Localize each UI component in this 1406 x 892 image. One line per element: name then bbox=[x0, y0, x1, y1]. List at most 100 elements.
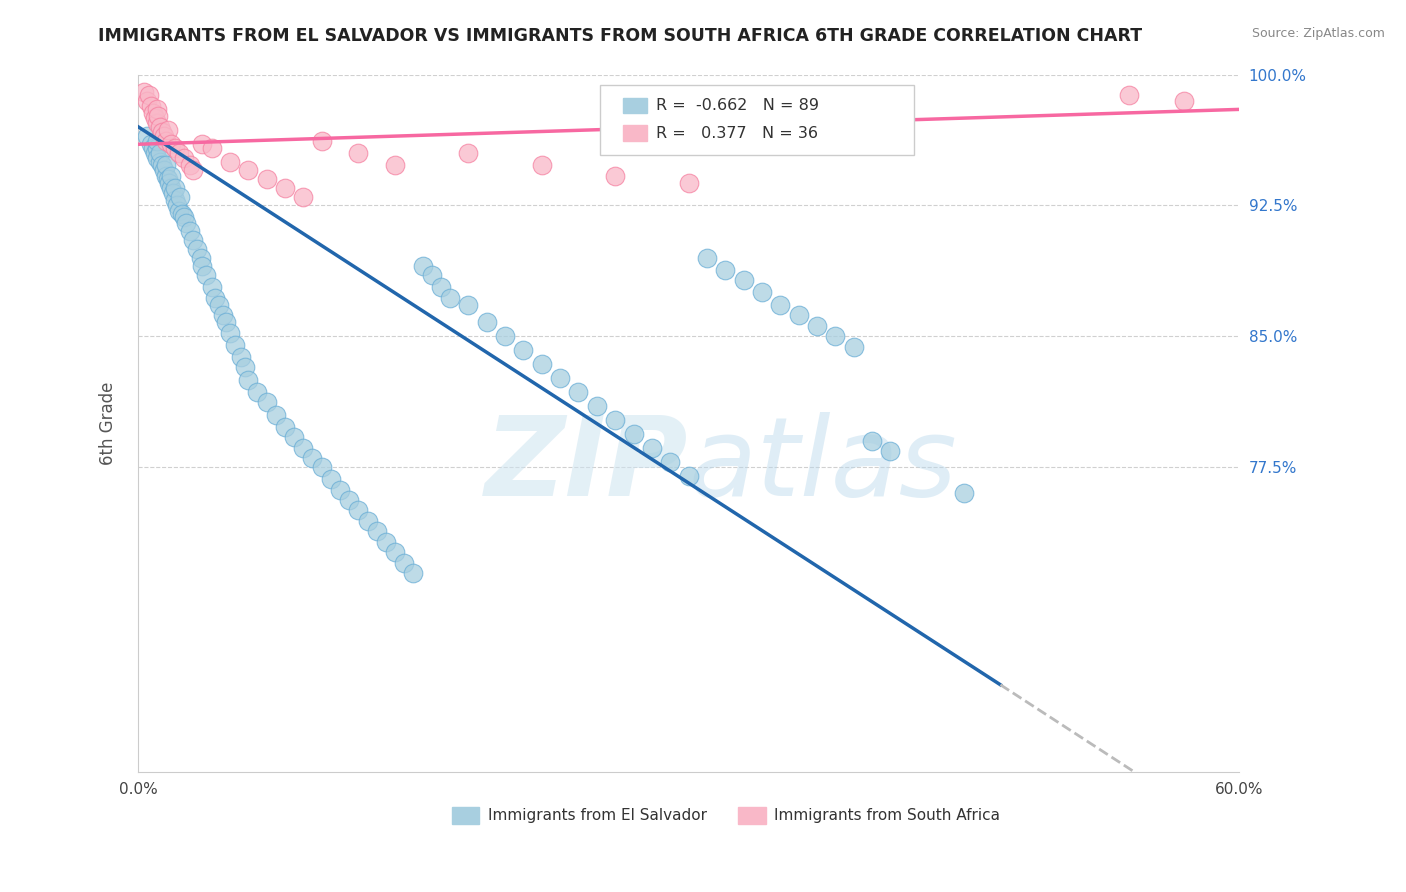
Point bbox=[190, 251, 212, 265]
Point bbox=[200, 141, 222, 155]
Point bbox=[191, 260, 214, 274]
Point bbox=[824, 329, 846, 343]
Point bbox=[356, 514, 378, 528]
Point bbox=[167, 146, 190, 161]
Point bbox=[714, 262, 737, 277]
Bar bbox=[623, 126, 647, 141]
Point bbox=[219, 326, 242, 340]
Point bbox=[166, 198, 188, 212]
Point bbox=[139, 137, 162, 152]
Text: R =  -0.662   N = 89: R = -0.662 N = 89 bbox=[655, 98, 818, 112]
Text: R =   0.377   N = 36: R = 0.377 N = 36 bbox=[655, 126, 817, 141]
Bar bbox=[738, 807, 766, 824]
Text: Immigrants from South Africa: Immigrants from South Africa bbox=[775, 808, 1001, 822]
Point bbox=[167, 203, 190, 218]
Point bbox=[181, 233, 204, 247]
Point bbox=[191, 137, 214, 152]
Point bbox=[229, 350, 252, 364]
Point bbox=[200, 280, 222, 294]
Point bbox=[366, 524, 388, 539]
Point bbox=[155, 134, 177, 148]
Point bbox=[157, 176, 180, 190]
Point bbox=[337, 492, 360, 507]
Point bbox=[311, 459, 333, 474]
Point bbox=[1173, 94, 1195, 108]
Point bbox=[173, 151, 195, 165]
Point bbox=[787, 308, 810, 322]
Point bbox=[136, 94, 159, 108]
Bar bbox=[623, 97, 647, 113]
Point bbox=[150, 125, 173, 139]
Point bbox=[204, 291, 226, 305]
Point bbox=[347, 503, 370, 517]
Point bbox=[301, 451, 323, 466]
Point bbox=[145, 116, 167, 130]
Point bbox=[292, 441, 315, 455]
Point bbox=[678, 468, 700, 483]
Text: atlas: atlas bbox=[689, 411, 957, 518]
Point bbox=[311, 134, 333, 148]
Point bbox=[751, 285, 773, 300]
Point bbox=[142, 106, 165, 120]
Point bbox=[769, 298, 792, 312]
Point bbox=[623, 426, 645, 441]
Point bbox=[659, 454, 682, 468]
Point bbox=[224, 338, 246, 352]
Point bbox=[605, 169, 627, 183]
Point bbox=[246, 384, 269, 399]
FancyBboxPatch shape bbox=[600, 85, 914, 154]
Point bbox=[181, 163, 204, 178]
Point bbox=[548, 371, 571, 385]
Point bbox=[163, 181, 186, 195]
Point bbox=[211, 308, 233, 322]
Point bbox=[179, 158, 201, 172]
Point bbox=[149, 146, 172, 161]
Point bbox=[530, 357, 553, 371]
Point bbox=[238, 163, 260, 178]
Point bbox=[585, 399, 607, 413]
Point bbox=[475, 315, 498, 329]
Point bbox=[384, 158, 406, 172]
Point bbox=[567, 384, 589, 399]
Point bbox=[256, 172, 278, 186]
Point bbox=[392, 556, 415, 570]
Point bbox=[208, 298, 231, 312]
Point bbox=[605, 413, 627, 427]
Point bbox=[155, 169, 177, 183]
Point bbox=[494, 329, 516, 343]
Point bbox=[148, 109, 170, 123]
Point bbox=[879, 444, 901, 458]
Point bbox=[172, 207, 194, 221]
Point bbox=[163, 193, 186, 207]
Point bbox=[219, 154, 242, 169]
Point bbox=[139, 99, 162, 113]
Point bbox=[842, 339, 865, 353]
Point bbox=[274, 181, 297, 195]
Point bbox=[292, 189, 315, 203]
Point bbox=[439, 291, 461, 305]
Point bbox=[156, 172, 179, 186]
Point bbox=[806, 318, 828, 333]
Point bbox=[160, 137, 183, 152]
Point bbox=[319, 472, 342, 486]
Point bbox=[641, 441, 664, 455]
Point bbox=[174, 216, 197, 230]
Point bbox=[1118, 88, 1140, 103]
Point bbox=[374, 534, 396, 549]
Point bbox=[169, 189, 191, 203]
Point bbox=[138, 88, 160, 103]
Point bbox=[283, 430, 305, 444]
Point bbox=[329, 483, 352, 497]
Point bbox=[274, 419, 297, 434]
Point bbox=[412, 260, 434, 274]
Point bbox=[457, 146, 479, 161]
Point bbox=[142, 141, 165, 155]
Point bbox=[173, 211, 195, 225]
Point bbox=[150, 158, 173, 172]
Point bbox=[153, 128, 176, 143]
Bar bbox=[451, 807, 479, 824]
Point bbox=[256, 395, 278, 409]
Point bbox=[264, 408, 287, 422]
Point bbox=[530, 158, 553, 172]
Point bbox=[132, 85, 155, 99]
